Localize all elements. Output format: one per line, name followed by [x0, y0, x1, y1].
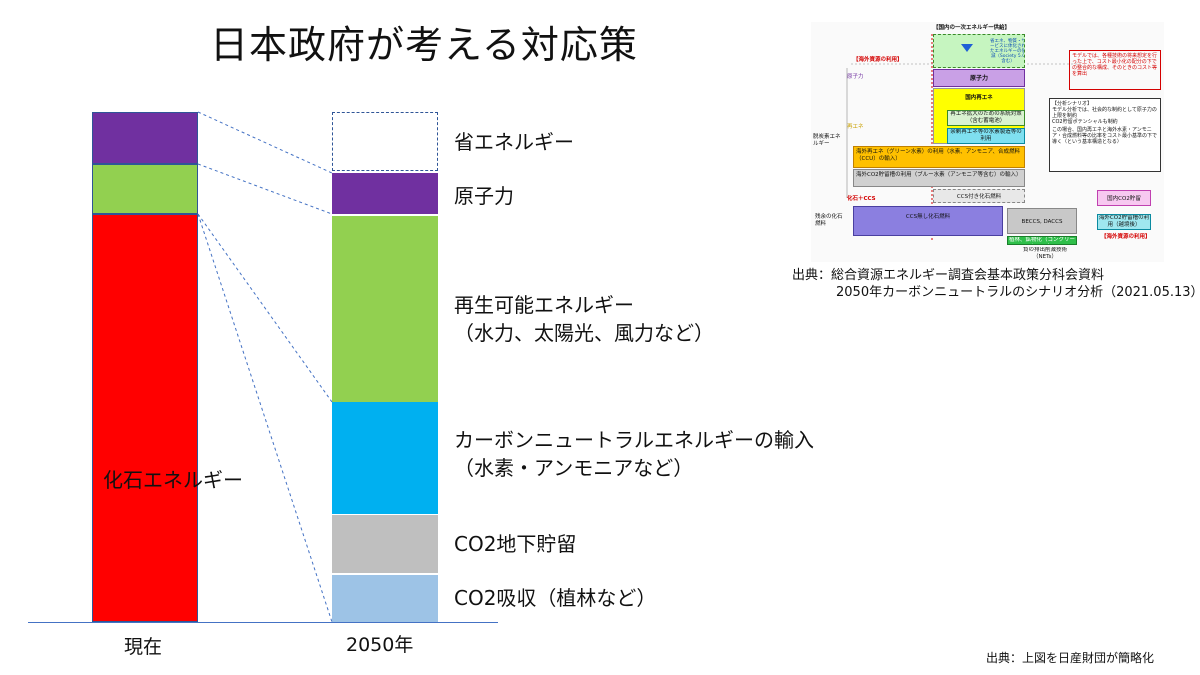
ref-remaining-fossil: 残余の化石燃料 [815, 214, 843, 227]
ref-box-nuclear: 原子力 [933, 69, 1025, 87]
ref-overseas-use: 【海外資源の利用】 [853, 57, 903, 63]
label-energy-saving: 省エネルギー [454, 130, 574, 154]
ref-box-afforest: 植林、鉱物化（コンクリートCCU） [1007, 236, 1077, 245]
x-label-current: 現在 [124, 636, 163, 658]
label-cn-import-line1: カーボンニュートラルエネルギーの輸入 [454, 428, 814, 452]
label-nuclear: 原子力 [454, 184, 514, 208]
ref-box-nets: 負の排出削減技術（NETs） [1023, 247, 1067, 260]
connector-line [197, 163, 333, 215]
chart-baseline [28, 622, 498, 623]
ref-down-arrow-icon [961, 44, 973, 52]
ref-scenario-3: この場合、国内再エネと海外水素・アンモニア・合成燃料等の比率をコスト最小基準の下… [1052, 127, 1158, 145]
page-title: 日本政府が考える対応策 [210, 23, 638, 67]
connector-line [197, 213, 333, 403]
label-renewable-line1: 再生可能エネルギー [454, 293, 634, 317]
ref-top-header: 【国内の一次エネルギー供給】 [933, 25, 1011, 31]
ref-box-overseas-co2: 海外CO2貯留槽の利用（ブルー水素（アンモニア等含む）の輸入） [853, 169, 1025, 187]
current-fossil-label: 化石エネルギー [103, 468, 243, 492]
ref-box-ccs-fossil: CCS付き化石燃料 [933, 189, 1025, 203]
ref-box-beccs: BECCS, DACCS [1007, 208, 1077, 234]
ref-row-nuclear: 原子力 [847, 74, 864, 80]
future-energy-saving-segment [332, 112, 438, 171]
ref-row-fossil-ccs: 化石＋CCS [847, 196, 876, 202]
label-renewable-line2: （水力、太陽光、風力など） [454, 321, 714, 345]
future-nuclear-segment [332, 173, 438, 214]
ref-box-renew-grid: 再エネ拡大のための系統対策（含む蓄電池） [947, 110, 1025, 126]
future-co2-absorption-segment [332, 575, 438, 622]
credit: 出典：上図を日産財団が簡略化 [986, 651, 1155, 665]
ref-scenario-box: 【分析シナリオ】 モデル分析では、社会的な制約として原子力の上限を制約 CO2貯… [1049, 98, 1161, 172]
label-ccs: CO2地下貯留 [454, 532, 577, 556]
label-cn-import-line2: （水素・アンモニアなど） [454, 456, 694, 480]
connector-line [197, 213, 333, 623]
ref-box-domestic-co2: 国内CO2貯留 [1097, 190, 1151, 206]
ref-overseas-use-bottom: 【海外資源の利用】 [1101, 234, 1151, 240]
ref-decarb-label: 脱炭素エネルギー [813, 134, 841, 147]
ref-scenario-2: CO2貯留ポテンシャルも制約 [1052, 119, 1118, 125]
future-ccs-segment [332, 515, 438, 573]
ref-row-renew: 再エネ [847, 124, 864, 130]
ref-box-overseas-co2-storage: 海外CO2貯留槽の利用（越境後） [1097, 214, 1151, 230]
ref-digital-box: 省エネ、物質・サービスに体化されたエネルギーの低減（Society 5.0含む） [933, 34, 1025, 68]
current-nuclear-segment [92, 112, 198, 164]
future-renewable-segment [332, 216, 438, 402]
ref-box-overseas-green: 海外再エネ（グリーン水素）の利用（水素、アンモニア、合成燃料（CCU）の輸入） [853, 146, 1025, 168]
future-cn-import-segment [332, 402, 438, 514]
ref-box-surplus: 余剰再エネ等の水素製造等の利用 [947, 128, 1025, 144]
current-renewable-segment [92, 164, 198, 214]
ref-scenario-title: 【分析シナリオ】 [1052, 101, 1093, 107]
current-fossil-segment [92, 214, 198, 622]
source-line2: 2050年カーボンニュートラルのシナリオ分析（2021.05.13） [836, 285, 1200, 300]
connector-line [197, 111, 333, 174]
connector-lines [197, 111, 333, 623]
source-line1: 出典：総合資源エネルギー調査会基本政策分科会資料 [792, 268, 1105, 283]
ref-box-no-ccs: CCS無し化石燃料 [853, 206, 1003, 236]
reference-figure: 【国内の一次エネルギー供給】 省エネ、物質・サービスに体化されたエネルギーの低減… [811, 22, 1164, 262]
ref-red-note: モデルでは、各種技術の将来想定を行った上で、コスト最小化の配分の下での整合的な構… [1069, 50, 1161, 90]
ref-scenario-1: モデル分析では、社会的な制約として原子力の上限を制約 [1052, 107, 1157, 119]
x-label-2050: 2050年 [346, 634, 414, 656]
label-co2-absorption: CO2吸収（植林など） [454, 586, 657, 610]
